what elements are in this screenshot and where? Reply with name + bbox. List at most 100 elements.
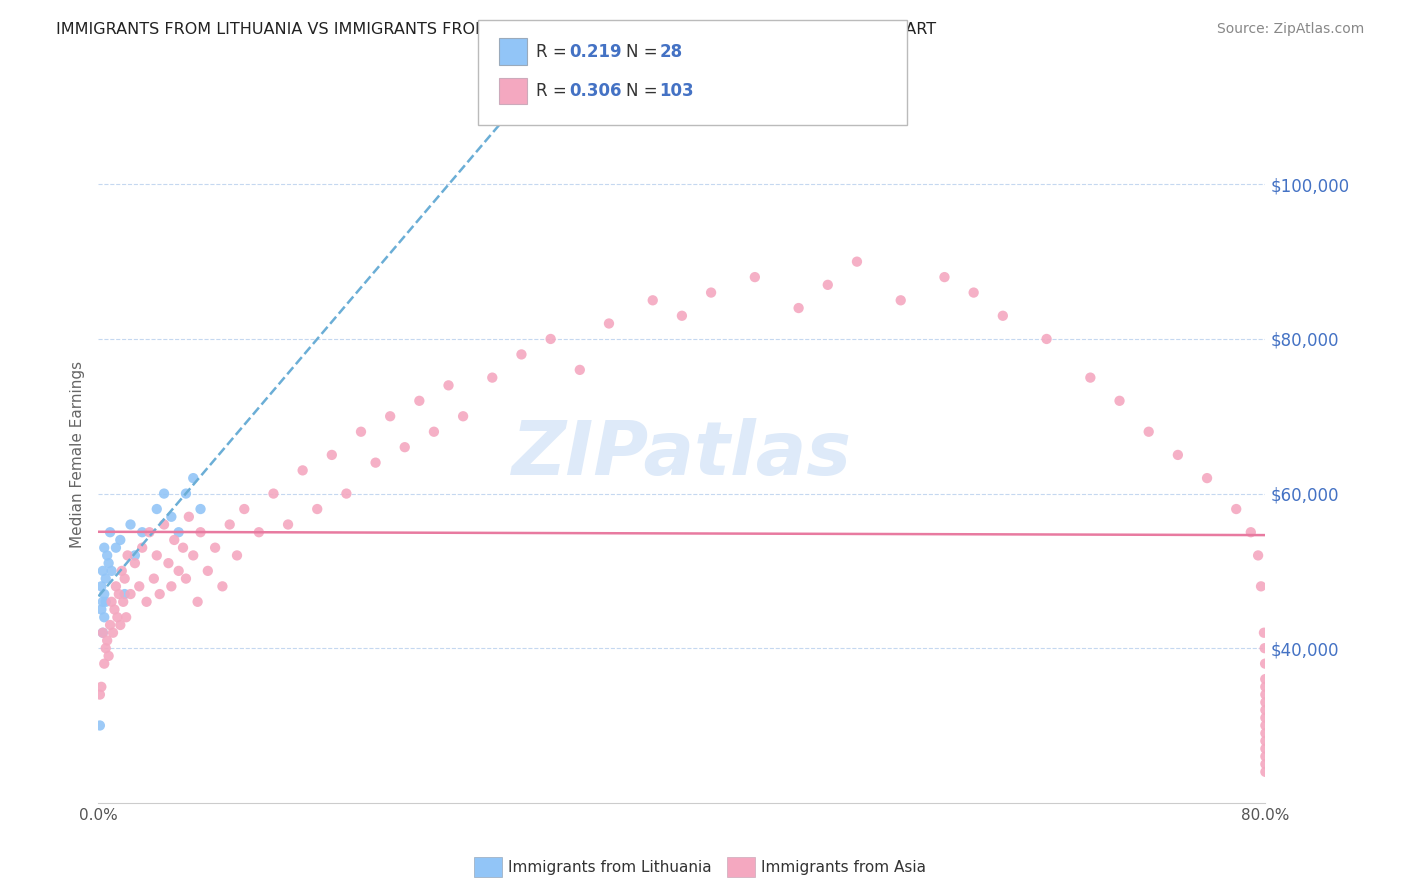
- Point: [378, 409, 402, 424]
- Point: [817, 277, 839, 292]
- Point: [93, 657, 115, 671]
- Point: [174, 486, 197, 500]
- Point: [117, 549, 139, 563]
- Point: [1254, 734, 1277, 748]
- Point: [197, 564, 219, 578]
- Point: [598, 317, 620, 331]
- Point: [181, 549, 204, 563]
- Point: [97, 648, 120, 663]
- Point: [93, 587, 115, 601]
- Point: [142, 572, 165, 586]
- Point: [262, 486, 284, 500]
- Point: [91, 595, 114, 609]
- Point: [115, 610, 138, 624]
- Point: [153, 517, 176, 532]
- Point: [124, 556, 146, 570]
- Point: [190, 525, 212, 540]
- Point: [90, 680, 112, 694]
- Point: [108, 587, 131, 601]
- Point: [177, 509, 200, 524]
- Point: [1137, 425, 1160, 439]
- Y-axis label: Median Female Earnings: Median Female Earnings: [69, 361, 84, 549]
- Point: [408, 393, 430, 408]
- Text: 0.306: 0.306: [569, 82, 621, 100]
- Text: ZIPatlas: ZIPatlas: [512, 418, 852, 491]
- Point: [1254, 711, 1277, 725]
- Point: [671, 309, 693, 323]
- Point: [510, 347, 533, 361]
- Point: [131, 525, 153, 540]
- Point: [1254, 657, 1277, 671]
- Point: [93, 541, 115, 555]
- Point: [962, 285, 984, 300]
- Point: [307, 502, 329, 516]
- Point: [233, 502, 256, 516]
- Text: 28: 28: [659, 43, 682, 61]
- Point: [89, 718, 111, 732]
- Point: [350, 425, 373, 439]
- Point: [153, 486, 176, 500]
- Point: [124, 549, 146, 563]
- Text: N =: N =: [626, 82, 662, 100]
- Point: [114, 572, 136, 586]
- Point: [1254, 680, 1277, 694]
- Point: [247, 525, 270, 540]
- Point: [94, 595, 117, 609]
- Point: [451, 409, 474, 424]
- Point: [890, 293, 912, 308]
- Point: [1247, 549, 1270, 563]
- Point: [105, 610, 128, 624]
- Point: [787, 301, 810, 315]
- Point: [321, 448, 343, 462]
- Point: [172, 541, 194, 555]
- Point: [96, 633, 118, 648]
- Point: [1254, 672, 1277, 686]
- Point: [1254, 749, 1277, 764]
- Point: [364, 456, 387, 470]
- Point: [120, 587, 142, 601]
- Text: R =: R =: [536, 82, 572, 100]
- Point: [135, 595, 157, 609]
- Text: Source: ZipAtlas.com: Source: ZipAtlas.com: [1216, 22, 1364, 37]
- Point: [89, 688, 111, 702]
- Text: 0.219: 0.219: [569, 43, 621, 61]
- Point: [481, 370, 503, 384]
- Point: [1108, 393, 1130, 408]
- Point: [335, 486, 357, 500]
- Point: [934, 270, 956, 285]
- Point: [211, 579, 233, 593]
- Point: [94, 572, 117, 586]
- Point: [110, 533, 132, 547]
- Point: [190, 502, 212, 516]
- Point: [277, 517, 299, 532]
- Point: [423, 425, 446, 439]
- Point: [98, 525, 121, 540]
- Point: [991, 309, 1014, 323]
- Point: [1254, 718, 1277, 732]
- Point: [1254, 741, 1277, 756]
- Point: [104, 541, 127, 555]
- Point: [100, 595, 122, 609]
- Point: [111, 564, 134, 578]
- Point: [1254, 688, 1277, 702]
- Text: Immigrants from Asia: Immigrants from Asia: [761, 860, 925, 874]
- Point: [1254, 726, 1277, 740]
- Point: [291, 463, 314, 477]
- Point: [131, 541, 153, 555]
- Point: [112, 595, 135, 609]
- Point: [1167, 448, 1189, 462]
- Point: [138, 525, 160, 540]
- Point: [93, 610, 115, 624]
- Point: [1253, 641, 1275, 656]
- Point: [146, 502, 169, 516]
- Point: [167, 564, 190, 578]
- Point: [160, 579, 183, 593]
- Point: [167, 525, 190, 540]
- Point: [394, 440, 416, 454]
- Point: [1253, 625, 1275, 640]
- Point: [96, 549, 118, 563]
- Point: [174, 572, 197, 586]
- Point: [114, 587, 136, 601]
- Point: [91, 564, 114, 578]
- Point: [146, 549, 169, 563]
